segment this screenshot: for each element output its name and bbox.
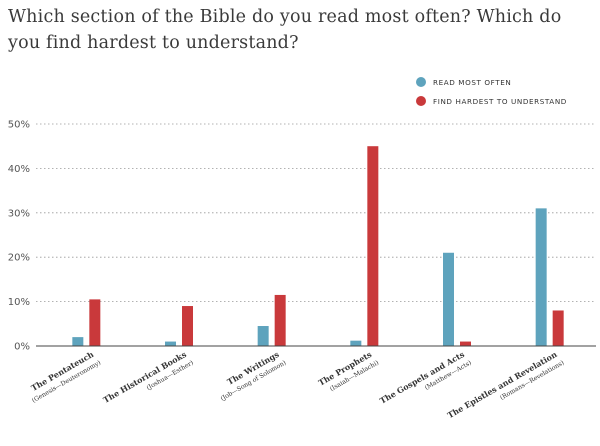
legend-marker: [416, 96, 426, 106]
legend-label: FIND HARDEST TO UNDERSTAND: [433, 97, 567, 106]
chart-title: Which section of the Bible do you read m…: [8, 7, 562, 53]
bar-hardest-to-understand: [367, 146, 379, 346]
bar-read-most-often: [535, 208, 547, 346]
bar-hardest-to-understand: [182, 306, 193, 346]
y-tick-label: 10%: [8, 297, 30, 308]
legend-marker: [416, 77, 426, 87]
legend: READ MOST OFTEN FIND HARDEST TO UNDERSTAN…: [416, 77, 567, 106]
bar-hardest-to-understand: [89, 299, 101, 346]
y-tick-label: 0%: [14, 342, 30, 353]
category-name: The Gospels and Acts: [378, 349, 467, 406]
category-label: The Writings(Job—Song of Solomon): [220, 349, 288, 403]
bar-read-most-often: [443, 252, 454, 346]
legend-label: READ MOST OFTEN: [433, 78, 511, 87]
y-tick-label: 50%: [8, 120, 30, 131]
bar-hardest-to-understand: [552, 310, 564, 346]
bars: [72, 146, 564, 346]
category-labels: The Pentateuch(Genesis—Deuteronomy) The H…: [29, 349, 565, 420]
y-tick-label: 40%: [8, 164, 30, 175]
category-label: The Pentateuch(Genesis—Deuteronomy): [29, 349, 102, 404]
category-label: The Epistles and Revelation(Romans—Revel…: [445, 349, 565, 420]
bar-hardest-to-understand: [274, 294, 286, 346]
axis: 0% 10% 20% 30% 40% 50%: [8, 120, 596, 353]
y-tick-label: 30%: [8, 208, 30, 219]
bar-read-most-often: [257, 326, 269, 346]
bar-read-most-often: [350, 340, 362, 346]
bar-read-most-often: [165, 341, 176, 346]
bar-hardest-to-understand: [460, 341, 471, 346]
category-label: The Prophets(Isaiah—Malachi): [316, 349, 380, 393]
y-tick-label: 20%: [8, 253, 30, 264]
category-label: The Historical Books(Joshua—Esther): [101, 349, 194, 405]
category-name: The Historical Books: [101, 349, 188, 405]
grid: [36, 123, 596, 303]
bar-read-most-often: [72, 337, 84, 346]
